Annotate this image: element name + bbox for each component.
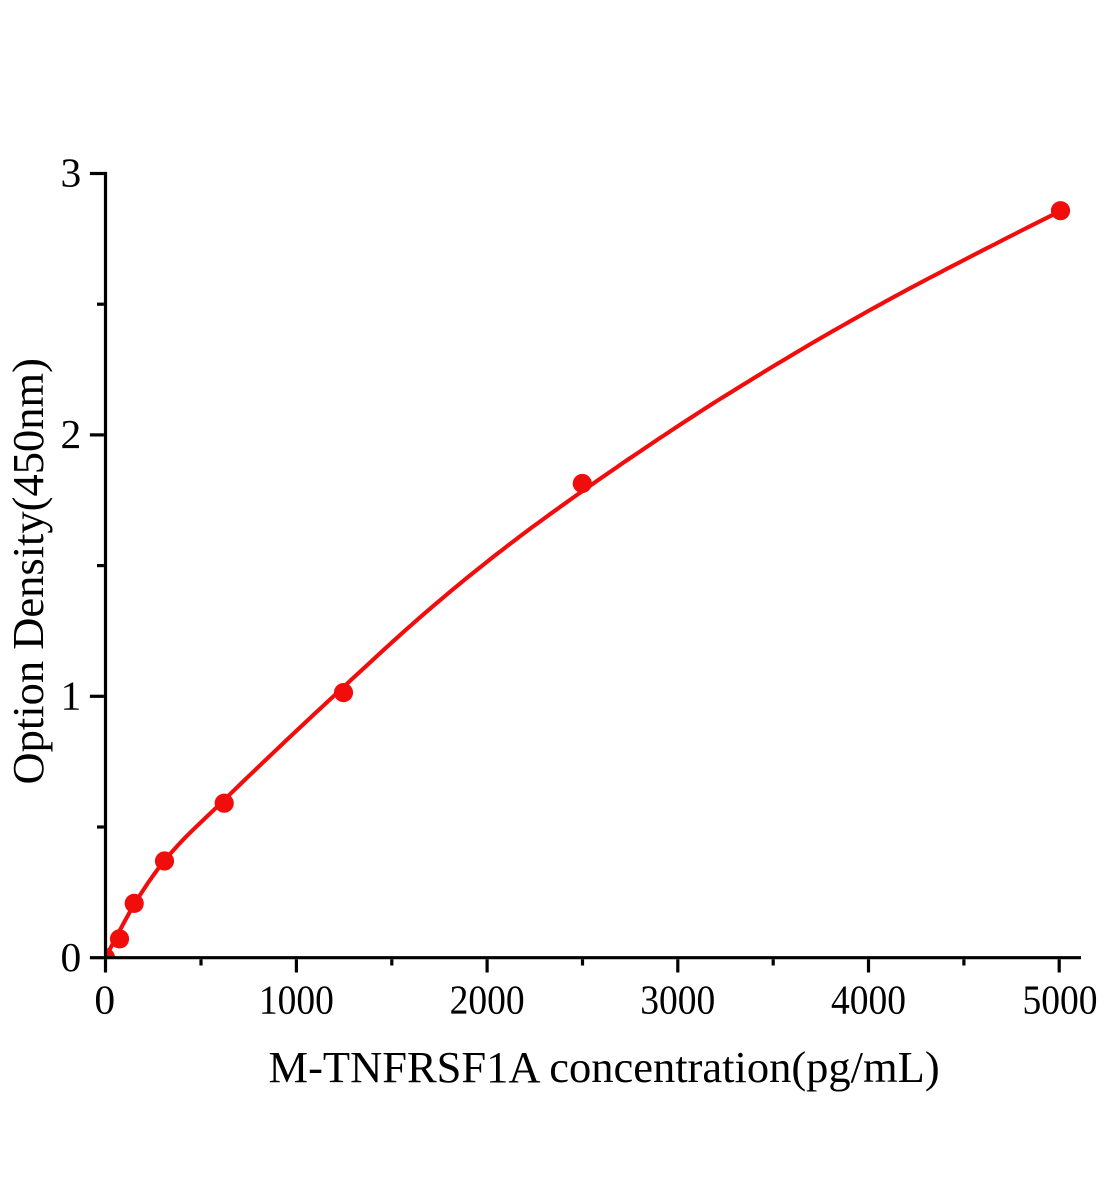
svg-text:4000: 4000	[831, 977, 906, 1023]
svg-text:3: 3	[60, 150, 81, 196]
svg-text:1000: 1000	[259, 977, 334, 1023]
svg-text:2: 2	[60, 411, 81, 457]
svg-text:0: 0	[60, 934, 81, 980]
svg-text:Option Density(450nm): Option Density(450nm)	[3, 358, 53, 784]
svg-text:2000: 2000	[450, 977, 525, 1023]
svg-text:3000: 3000	[640, 977, 715, 1023]
svg-text:1: 1	[60, 673, 81, 719]
svg-text:M-TNFRSF1A concentration(pg/mL: M-TNFRSF1A concentration(pg/mL)	[269, 1042, 940, 1092]
svg-text:0: 0	[94, 977, 115, 1023]
svg-text:5000: 5000	[1023, 977, 1098, 1023]
